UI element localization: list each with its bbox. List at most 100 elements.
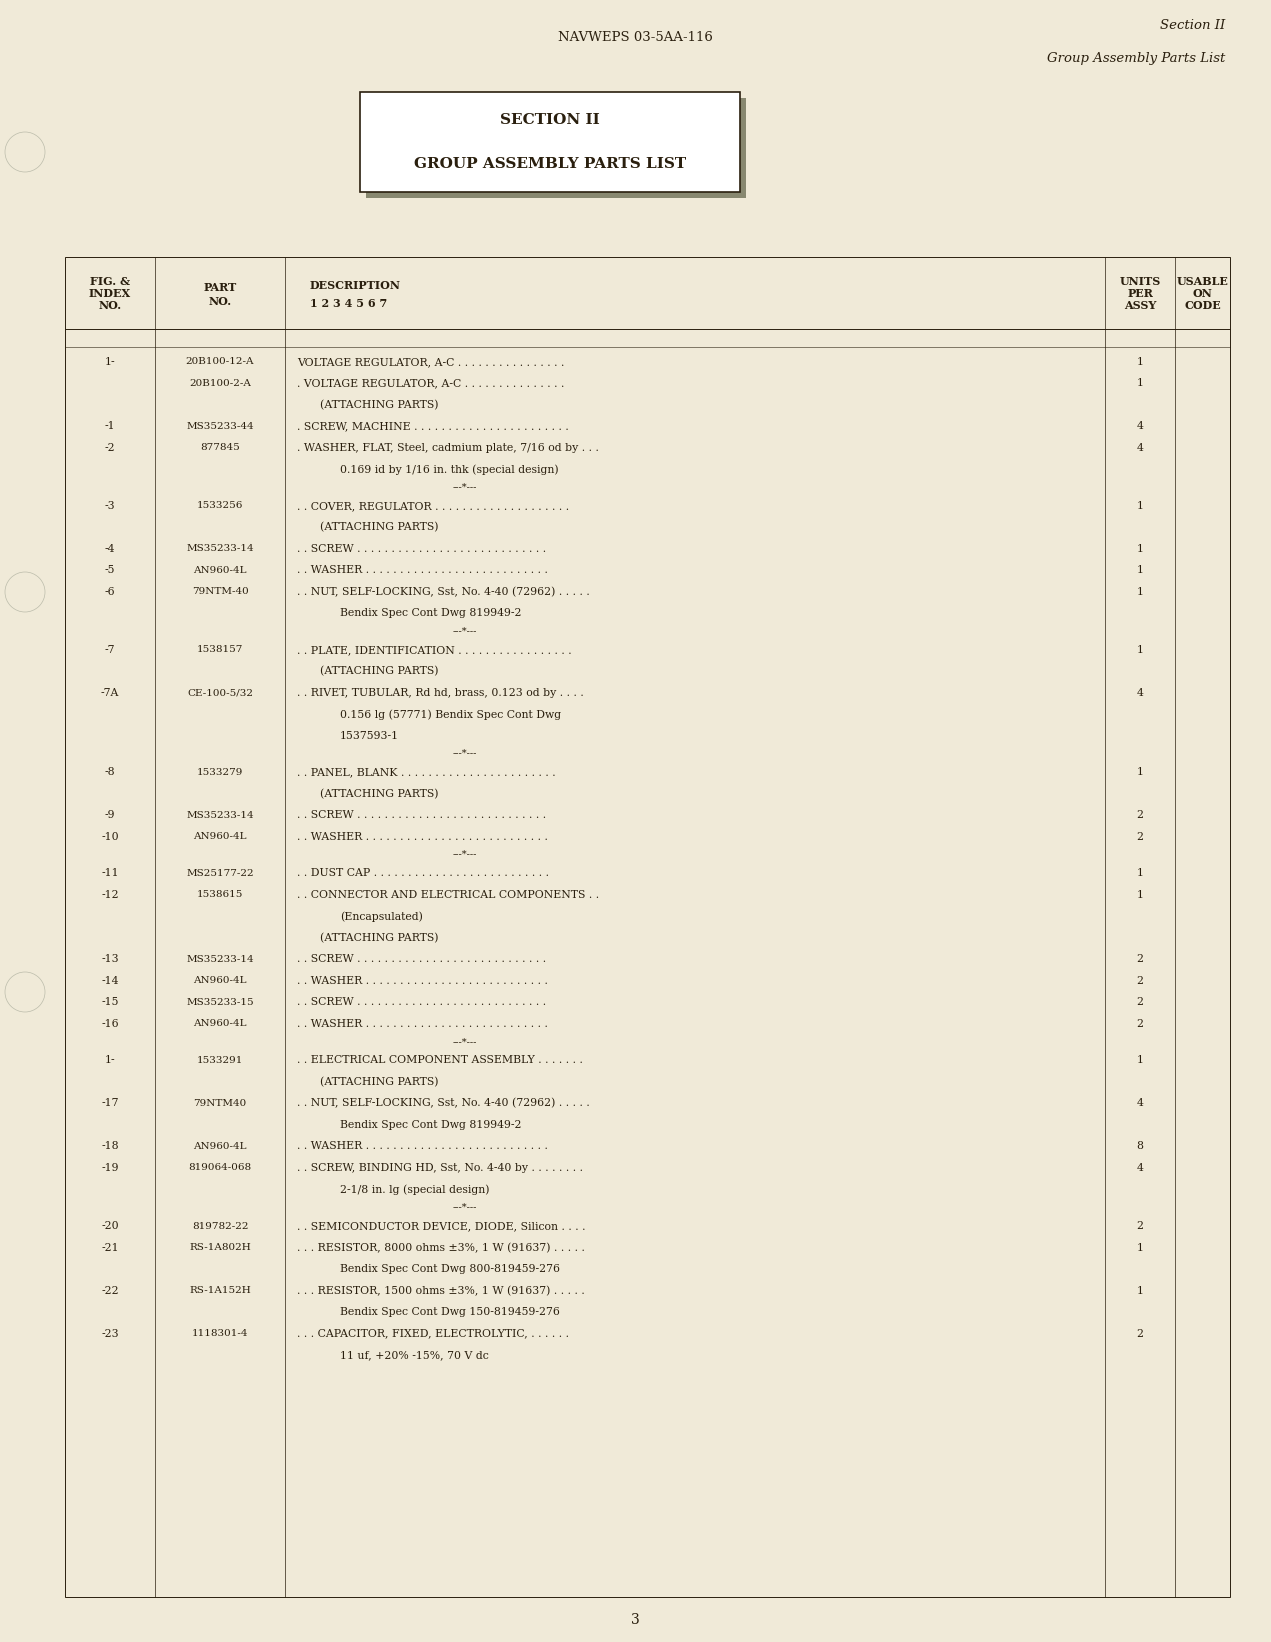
Text: CE-100-5/32: CE-100-5/32: [187, 688, 253, 698]
Text: -12: -12: [102, 890, 118, 900]
Text: . VOLTAGE REGULATOR, A-C . . . . . . . . . . . . . . .: . VOLTAGE REGULATOR, A-C . . . . . . . .…: [297, 378, 564, 388]
Text: 1: 1: [1136, 1243, 1144, 1253]
Text: -2: -2: [104, 443, 116, 453]
Bar: [65, 258, 1230, 1598]
Text: (ATTACHING PARTS): (ATTACHING PARTS): [320, 399, 438, 410]
Text: -18: -18: [102, 1141, 118, 1151]
Text: 4: 4: [1136, 443, 1144, 453]
Text: -3: -3: [104, 501, 116, 511]
Text: . . NUT, SELF-LOCKING, Sst, No. 4-40 (72962) . . . . .: . . NUT, SELF-LOCKING, Sst, No. 4-40 (72…: [297, 1098, 590, 1108]
Text: 1 2 3 4 5 6 7: 1 2 3 4 5 6 7: [310, 297, 388, 309]
Text: . WASHER, FLAT, Steel, cadmium plate, 7/16 od by . . .: . WASHER, FLAT, Steel, cadmium plate, 7/…: [297, 443, 599, 453]
Text: . SCREW, MACHINE . . . . . . . . . . . . . . . . . . . . . . .: . SCREW, MACHINE . . . . . . . . . . . .…: [297, 422, 568, 432]
Text: 819782-22: 819782-22: [192, 1222, 248, 1230]
Text: . . WASHER . . . . . . . . . . . . . . . . . . . . . . . . . . .: . . WASHER . . . . . . . . . . . . . . .…: [297, 565, 548, 575]
Text: AN960-4L: AN960-4L: [193, 566, 247, 575]
Text: . . SCREW . . . . . . . . . . . . . . . . . . . . . . . . . . . .: . . SCREW . . . . . . . . . . . . . . . …: [297, 811, 547, 821]
Text: GROUP ASSEMBLY PARTS LIST: GROUP ASSEMBLY PARTS LIST: [414, 158, 686, 171]
Text: 1537593-1: 1537593-1: [341, 731, 399, 741]
Text: (ATTACHING PARTS): (ATTACHING PARTS): [320, 522, 438, 532]
Text: MS25177-22: MS25177-22: [186, 869, 254, 878]
Text: 1: 1: [1136, 890, 1144, 900]
Text: 2: 2: [1136, 832, 1144, 842]
Text: -20: -20: [102, 1222, 118, 1232]
Text: 2: 2: [1136, 997, 1144, 1008]
Text: -23: -23: [102, 1328, 118, 1338]
Text: . . RIVET, TUBULAR, Rd hd, brass, 0.123 od by . . . .: . . RIVET, TUBULAR, Rd hd, brass, 0.123 …: [297, 688, 583, 698]
Text: -5: -5: [104, 565, 116, 575]
Text: 1: 1: [1136, 767, 1144, 777]
Text: 1-: 1-: [104, 356, 116, 366]
Text: -9: -9: [104, 811, 116, 821]
Text: (ATTACHING PARTS): (ATTACHING PARTS): [320, 667, 438, 677]
Text: -4: -4: [104, 544, 116, 553]
Text: MS35233-14: MS35233-14: [186, 544, 254, 553]
Text: . . WASHER . . . . . . . . . . . . . . . . . . . . . . . . . . .: . . WASHER . . . . . . . . . . . . . . .…: [297, 1141, 548, 1151]
Text: -6: -6: [104, 586, 116, 596]
Text: 2: 2: [1136, 1328, 1144, 1338]
Text: PART: PART: [203, 281, 236, 292]
Text: . . WASHER . . . . . . . . . . . . . . . . . . . . . . . . . . .: . . WASHER . . . . . . . . . . . . . . .…: [297, 832, 548, 842]
Text: . . SCREW . . . . . . . . . . . . . . . . . . . . . . . . . . . .: . . SCREW . . . . . . . . . . . . . . . …: [297, 954, 547, 964]
Text: . . WASHER . . . . . . . . . . . . . . . . . . . . . . . . . . .: . . WASHER . . . . . . . . . . . . . . .…: [297, 1020, 548, 1030]
Text: -11: -11: [102, 869, 118, 878]
Text: . . ELECTRICAL COMPONENT ASSEMBLY . . . . . . .: . . ELECTRICAL COMPONENT ASSEMBLY . . . …: [297, 1056, 583, 1066]
Text: Bendix Spec Cont Dwg 800-819459-276: Bendix Spec Cont Dwg 800-819459-276: [341, 1264, 561, 1274]
Text: . . CONNECTOR AND ELECTRICAL COMPONENTS . .: . . CONNECTOR AND ELECTRICAL COMPONENTS …: [297, 890, 599, 900]
Text: 2: 2: [1136, 975, 1144, 985]
Bar: [366, 99, 746, 199]
Text: ASSY: ASSY: [1124, 299, 1157, 310]
Text: ---*---: ---*---: [452, 1036, 477, 1046]
Text: 2: 2: [1136, 954, 1144, 964]
Text: AN960-4L: AN960-4L: [193, 1020, 247, 1028]
Text: . . COVER, REGULATOR . . . . . . . . . . . . . . . . . . . .: . . COVER, REGULATOR . . . . . . . . . .…: [297, 501, 569, 511]
Text: Section II: Section II: [1159, 20, 1225, 31]
Text: RS-1A802H: RS-1A802H: [189, 1243, 250, 1253]
Text: -21: -21: [102, 1243, 118, 1253]
Circle shape: [5, 972, 44, 1011]
Text: USABLE: USABLE: [1177, 276, 1229, 286]
Text: 0.169 id by 1/16 in. thk (special design): 0.169 id by 1/16 in. thk (special design…: [341, 465, 559, 475]
Text: 1: 1: [1136, 378, 1144, 388]
Text: AN960-4L: AN960-4L: [193, 977, 247, 985]
Text: ON: ON: [1192, 287, 1213, 299]
Text: NO.: NO.: [208, 296, 231, 307]
Text: -15: -15: [102, 997, 118, 1008]
Text: VOLTAGE REGULATOR, A-C . . . . . . . . . . . . . . . .: VOLTAGE REGULATOR, A-C . . . . . . . . .…: [297, 356, 564, 366]
Text: . . . RESISTOR, 8000 ohms ±3%, 1 W (91637) . . . . .: . . . RESISTOR, 8000 ohms ±3%, 1 W (9163…: [297, 1243, 585, 1253]
Text: -22: -22: [102, 1286, 118, 1296]
Text: 1533291: 1533291: [197, 1056, 243, 1066]
Text: . . WASHER . . . . . . . . . . . . . . . . . . . . . . . . . . .: . . WASHER . . . . . . . . . . . . . . .…: [297, 975, 548, 985]
Bar: [360, 92, 740, 192]
Text: 79NTM-40: 79NTM-40: [192, 588, 248, 596]
Text: -7: -7: [104, 645, 116, 655]
Circle shape: [5, 131, 44, 172]
Text: (ATTACHING PARTS): (ATTACHING PARTS): [320, 788, 438, 800]
Text: AN960-4L: AN960-4L: [193, 832, 247, 841]
Circle shape: [5, 571, 44, 612]
Text: 2: 2: [1136, 811, 1144, 821]
Text: -10: -10: [102, 832, 118, 842]
Text: NAVWEPS 03-5AA-116: NAVWEPS 03-5AA-116: [558, 31, 713, 43]
Text: 3: 3: [632, 1612, 639, 1627]
Text: -7A: -7A: [100, 688, 119, 698]
Text: Group Assembly Parts List: Group Assembly Parts List: [1046, 53, 1225, 66]
Text: MS35233-14: MS35233-14: [186, 811, 254, 819]
Text: AN960-4L: AN960-4L: [193, 1141, 247, 1151]
Text: 1: 1: [1136, 645, 1144, 655]
Text: 1: 1: [1136, 544, 1144, 553]
Text: . . . RESISTOR, 1500 ohms ±3%, 1 W (91637) . . . . .: . . . RESISTOR, 1500 ohms ±3%, 1 W (9163…: [297, 1286, 585, 1296]
Text: NO.: NO.: [98, 299, 122, 310]
Text: (Encapsulated): (Encapsulated): [341, 911, 423, 921]
Text: (ATTACHING PARTS): (ATTACHING PARTS): [320, 933, 438, 943]
Text: . . SCREW . . . . . . . . . . . . . . . . . . . . . . . . . . . .: . . SCREW . . . . . . . . . . . . . . . …: [297, 997, 547, 1008]
Text: -1: -1: [104, 422, 116, 432]
Text: . . SEMICONDUCTOR DEVICE, DIODE, Silicon . . . .: . . SEMICONDUCTOR DEVICE, DIODE, Silicon…: [297, 1222, 586, 1232]
Text: 4: 4: [1136, 688, 1144, 698]
Text: 1: 1: [1136, 1056, 1144, 1066]
Text: ---*---: ---*---: [452, 626, 477, 635]
Text: ---*---: ---*---: [452, 849, 477, 859]
Text: 1118301-4: 1118301-4: [192, 1328, 248, 1338]
Text: UNITS: UNITS: [1120, 276, 1160, 286]
Text: 2: 2: [1136, 1020, 1144, 1030]
